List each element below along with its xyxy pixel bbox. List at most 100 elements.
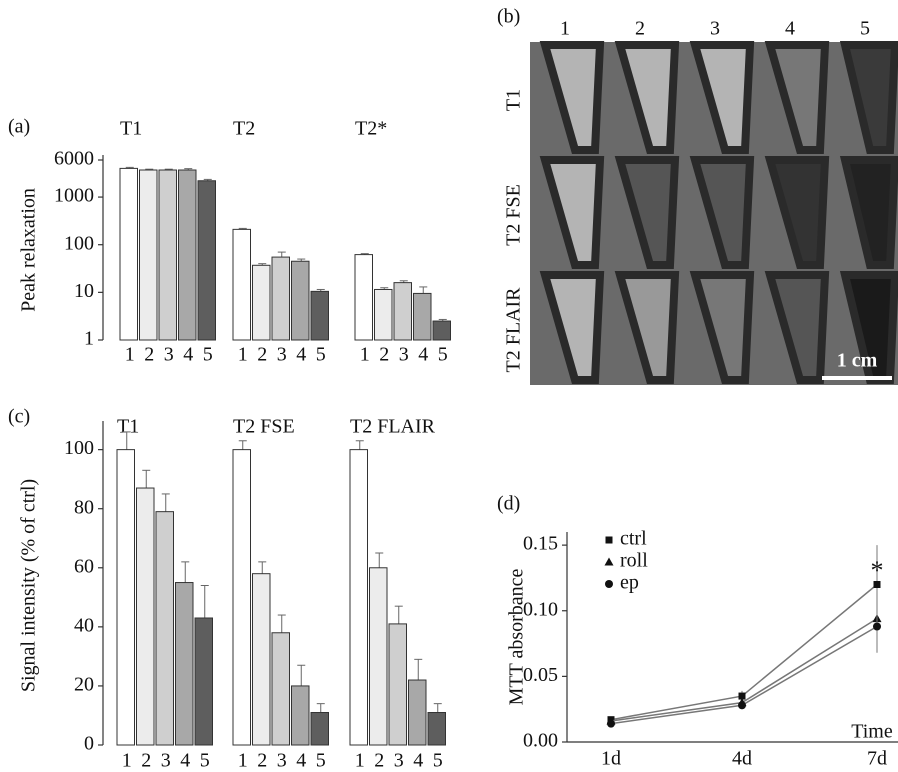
x-tick-label: 1 (125, 344, 135, 366)
column-label: 1 (560, 18, 570, 40)
x-tick-label: 1 (122, 750, 132, 772)
legend-label: ep (620, 572, 639, 594)
legend-label: roll (620, 550, 648, 572)
bar (194, 617, 213, 746)
bar (139, 169, 158, 341)
bar (271, 256, 290, 341)
annotation: * (871, 556, 884, 585)
x-tick-label: 1d (601, 748, 621, 770)
x-tick-label: 5 (438, 344, 448, 366)
bar (349, 449, 368, 746)
y-tick-label: 0.10 (523, 598, 558, 620)
x-tick-label: 1 (238, 344, 248, 366)
y-tick-label: 6000 (54, 148, 94, 170)
x-tick-label: 5 (433, 750, 443, 772)
bar (291, 260, 310, 341)
x-tick-label: 4 (413, 750, 423, 772)
marker (738, 692, 746, 700)
panel-label: (a) (8, 116, 30, 138)
bar (175, 582, 194, 746)
x-tick-label: 2 (257, 750, 267, 772)
row-label: T2 FSE (503, 184, 525, 246)
bar (252, 573, 271, 746)
marker (873, 622, 881, 631)
bar (197, 180, 216, 341)
x-tick-label: 4 (183, 344, 193, 366)
y-tick-label: 80 (74, 496, 94, 518)
bar (432, 320, 451, 341)
column-label: 3 (710, 18, 720, 40)
panel-label: (b) (497, 6, 520, 28)
x-tick-label: 4 (296, 344, 306, 366)
x-tick-label: 7d (867, 748, 887, 770)
bar (252, 264, 271, 341)
bar (116, 449, 135, 746)
y-tick-label: 60 (74, 555, 94, 577)
group-title: T1 (117, 416, 139, 438)
group-title: T2 FLAIR (350, 416, 436, 438)
scale-bar-label: 1 cm (837, 350, 878, 372)
column-label: 4 (785, 18, 795, 40)
y-tick-label: 100 (64, 232, 94, 254)
x-tick-label: 3 (399, 344, 409, 366)
y-axis-label: MTT absorbance (506, 568, 528, 705)
y-tick-label: 40 (74, 614, 94, 636)
bar (374, 288, 393, 341)
x-tick-label: 2 (144, 344, 154, 366)
bar (310, 290, 329, 341)
y-tick-label: 1000 (54, 185, 94, 207)
bar (354, 254, 373, 341)
column-label: 5 (860, 18, 870, 40)
legend-label: ctrl (620, 528, 647, 550)
y-tick-label: 0.00 (523, 730, 558, 752)
x-tick-label: 3 (277, 344, 287, 366)
bar (178, 169, 197, 341)
group-title: T2* (355, 118, 387, 140)
y-tick-label: 1 (84, 328, 94, 350)
bar (408, 679, 427, 746)
x-tick-label: 3 (161, 750, 171, 772)
legend-marker (605, 580, 613, 588)
x-tick-label: 3 (277, 750, 287, 772)
panel-label: (d) (497, 493, 520, 515)
bar (155, 511, 174, 746)
bar (232, 228, 251, 341)
bar (369, 567, 388, 746)
y-tick-label: 20 (74, 674, 94, 696)
bar (136, 487, 155, 746)
x-tick-label: 5 (200, 750, 210, 772)
x-tick-label: 2 (141, 750, 151, 772)
y-axis-label: Signal intensity (% of ctrl) (18, 479, 40, 692)
x-tick-label: 4 (180, 750, 190, 772)
bar (119, 167, 138, 341)
group-title: T2 (233, 118, 255, 140)
y-tick-label: 0 (84, 733, 94, 755)
x-tick-label: 1 (360, 344, 370, 366)
x-tick-label: 4 (418, 344, 428, 366)
marker (873, 581, 881, 588)
x-tick-label: 2 (374, 750, 384, 772)
bar (388, 623, 407, 746)
column-label: 2 (635, 18, 645, 40)
y-tick-label: 0.05 (523, 664, 558, 686)
marker (738, 701, 746, 710)
x-tick-label: 1 (238, 750, 248, 772)
x-tick-label: 2 (257, 344, 267, 366)
legend-marker (605, 536, 613, 544)
group-title: T1 (120, 118, 142, 140)
x-tick-label: 5 (316, 750, 326, 772)
x-tick-label: 3 (164, 344, 174, 366)
bar (271, 632, 290, 746)
row-label: T2 FLAIR (503, 287, 525, 373)
x-tick-label: 4d (732, 748, 752, 770)
x-tick-label: 1 (355, 750, 365, 772)
bar (232, 449, 251, 746)
line (610, 625, 878, 725)
bar (158, 169, 177, 341)
group-title: T2 FSE (233, 416, 295, 438)
mri-panel: 1 cm (530, 41, 898, 385)
bar (413, 292, 432, 341)
bar (291, 685, 310, 746)
panel-label: (c) (8, 406, 30, 428)
